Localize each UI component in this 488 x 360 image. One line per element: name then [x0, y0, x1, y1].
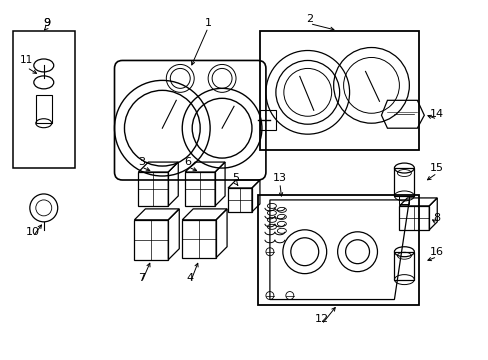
Text: 8: 8 [433, 213, 440, 223]
Bar [260, 31, 419, 150]
Bar [399, 206, 428, 230]
Bar [13, 31, 75, 168]
Bar [36, 95, 52, 123]
Text: 11: 11 [20, 55, 33, 66]
Text: 6: 6 [184, 157, 191, 167]
Text: 7: 7 [138, 273, 144, 283]
Text: 13: 13 [272, 173, 286, 183]
Text: 2: 2 [305, 14, 313, 24]
Text: 10: 10 [26, 227, 40, 237]
Bar [260, 110, 275, 130]
Text: 1: 1 [204, 18, 211, 28]
Bar [394, 168, 413, 196]
Bar [134, 220, 168, 260]
Bar [394, 252, 413, 280]
Bar [182, 220, 216, 258]
Text: 9: 9 [43, 18, 50, 28]
Bar [227, 188, 251, 212]
Text: 12: 12 [314, 314, 328, 324]
Text: 9: 9 [43, 18, 50, 28]
Text: 15: 15 [429, 163, 443, 173]
Text: 5: 5 [232, 173, 239, 183]
Text: 4: 4 [186, 273, 193, 283]
Bar [258, 195, 419, 305]
Bar [185, 172, 215, 206]
Bar [138, 172, 168, 206]
Bar [399, 196, 408, 204]
Text: 3: 3 [138, 157, 144, 167]
Text: 16: 16 [429, 247, 443, 257]
Text: 14: 14 [429, 109, 444, 119]
